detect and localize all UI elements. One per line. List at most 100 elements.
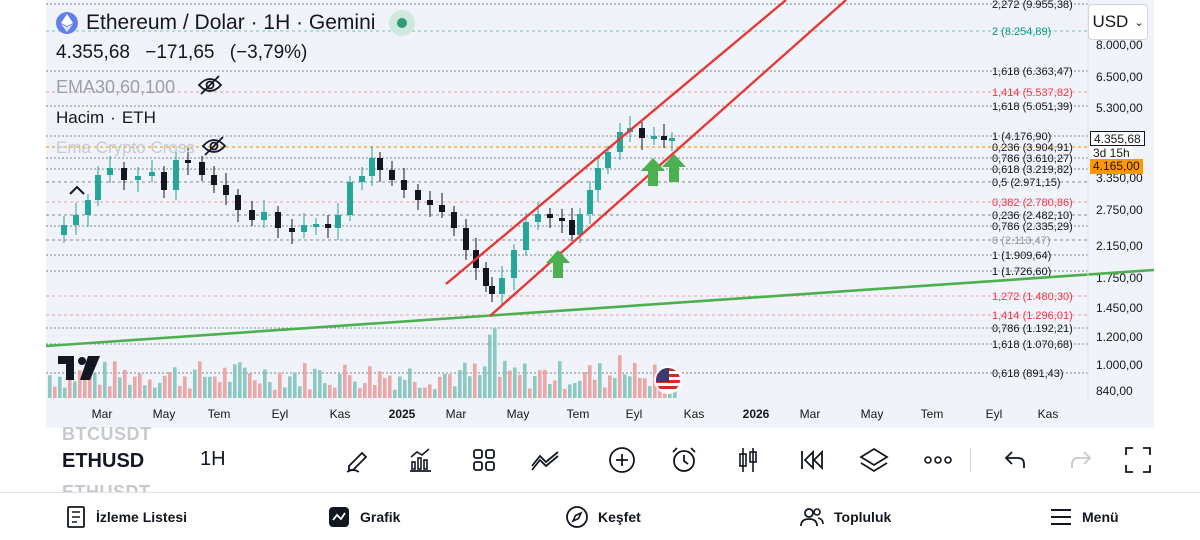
interval-selector[interactable]: 1H [200, 448, 226, 470]
eye-hidden-icon[interactable] [201, 135, 227, 161]
volume-bar [493, 327, 497, 398]
currency-label[interactable]: USD [1092, 12, 1129, 31]
eye-hidden-icon[interactable] [197, 74, 223, 100]
candle-body [389, 170, 395, 180]
candle-body [107, 168, 113, 175]
volume-bar [403, 379, 407, 398]
more-icon[interactable] [922, 444, 954, 476]
nav-community-label[interactable]: Topluluk [834, 509, 892, 525]
candles-icon[interactable] [732, 444, 764, 476]
time-axis-label: 2025 [389, 407, 416, 421]
candle-body [223, 185, 229, 195]
tradingview-logo-icon[interactable] [58, 356, 102, 385]
indicator-volume-label[interactable]: Hacim [56, 108, 105, 127]
volume-bar [108, 386, 112, 398]
nav-watchlist[interactable]: İzleme Listesi [66, 505, 187, 529]
volume-bar [328, 384, 332, 398]
price-axis-label: 1.450,00 [1096, 301, 1143, 315]
time-axis-label: Tem [208, 407, 231, 421]
symbol-title[interactable]: Ethereum / Dolar · 1H · Gemini [86, 11, 376, 34]
volume-bar [268, 381, 272, 398]
indicator-cross-row[interactable]: Ema Crypto Cross [56, 135, 415, 161]
fib-level-label: 0,786 (1.192,21) [992, 323, 1073, 335]
volume-bar [478, 375, 482, 398]
volume-bar [303, 363, 307, 398]
candle-body [149, 172, 155, 176]
up-arrow-marker [662, 154, 686, 182]
alarm-icon[interactable] [668, 444, 700, 476]
symbol-prev[interactable]: BTCUSDT [62, 424, 152, 444]
volume-bar [433, 389, 437, 398]
indicator-ema-label[interactable]: EMA30,60,100 [56, 76, 176, 97]
community-icon [800, 508, 824, 527]
time-axis-label: Mar [800, 407, 821, 421]
candle-body [587, 190, 593, 214]
fib-level-label: 0,786 (2.335,29) [992, 221, 1073, 233]
price-chart[interactable]: 2,272 (9.955,38) 2 (8.254,89) 1,618 (6.363… [46, 0, 1154, 428]
nav-chart[interactable]: Grafik [328, 505, 400, 529]
redo-icon[interactable] [1064, 444, 1096, 476]
volume-bar [603, 387, 607, 398]
draw-pencil-icon[interactable] [342, 444, 374, 476]
indicator-ema-row[interactable]: EMA30,60,100 [56, 72, 415, 102]
volume-bar [473, 363, 477, 398]
volume-bar [483, 366, 487, 398]
volume-bar [468, 376, 472, 398]
currency-selector[interactable]: USD ⌄ [1088, 4, 1148, 40]
market-status-icon[interactable] [389, 10, 416, 36]
nav-explore[interactable]: Keşfet [566, 505, 641, 529]
symbol-current[interactable]: ETHUSD [62, 450, 145, 472]
layers-icon[interactable] [858, 444, 890, 476]
volume-bar [283, 387, 287, 398]
hamburger-menu-icon [1051, 509, 1071, 525]
replay-icon[interactable] [796, 444, 828, 476]
undo-icon[interactable] [1000, 444, 1032, 476]
volume-bar [128, 384, 132, 398]
fullscreen-icon[interactable] [1122, 444, 1154, 476]
volume-bar [388, 375, 392, 398]
indicators-icon[interactable] [404, 444, 436, 476]
volume-bar [553, 380, 557, 398]
volume-bar [393, 389, 397, 398]
collapse-legend-icon[interactable] [68, 180, 86, 201]
volume-bar [278, 372, 282, 398]
candle-body [463, 228, 469, 250]
volume-bar [273, 389, 277, 398]
candle-body [377, 158, 383, 170]
time-axis-label: Kas [684, 407, 705, 421]
volume-bar [443, 373, 447, 398]
fib-level-label: 1 (4.176,90) [992, 131, 1051, 143]
indicator-cross-label[interactable]: Ema Crypto Cross [56, 138, 195, 157]
chevron-down-icon[interactable]: ⌄ [1134, 16, 1144, 29]
candle-body [489, 286, 495, 294]
nav-watchlist-label[interactable]: İzleme Listesi [96, 509, 188, 525]
layout-grid-icon[interactable] [468, 444, 500, 476]
watchlist-icon [67, 506, 85, 528]
indicator-volume-row[interactable]: Hacim · ETH [56, 108, 156, 127]
nav-menu[interactable]: Menü [1050, 505, 1119, 529]
chart-panel[interactable]: 2,272 (9.955,38) 2 (8.254,89) 1,618 (6.363… [46, 0, 1154, 428]
candle-body [535, 214, 541, 222]
volume-bar [113, 361, 117, 398]
fib-level-label: 2 (8.254,89) [992, 26, 1051, 38]
volume-bar [593, 379, 597, 398]
candle-body [313, 224, 319, 227]
price-change-percent: (−3,79%) [229, 42, 308, 63]
price-axis-label: 1.200,00 [1096, 330, 1143, 344]
ethereum-logo-icon [56, 12, 78, 34]
volume-bar [293, 372, 297, 398]
volume-bar [418, 387, 422, 398]
time-axis-label: Eyl [272, 407, 289, 421]
nav-menu-label[interactable]: Menü [1082, 509, 1119, 525]
nav-explore-label[interactable]: Keşfet [598, 509, 641, 525]
nav-chart-label[interactable]: Grafik [360, 509, 401, 525]
candle-body [347, 182, 353, 215]
time-axis-label: Tem [921, 407, 944, 421]
reference-price-tag: 4.165,00 [1090, 159, 1143, 174]
nav-community[interactable]: Topluluk [800, 505, 891, 529]
add-circle-icon[interactable] [606, 444, 638, 476]
us-flag-icon[interactable] [654, 366, 682, 394]
price-axis-label: 2.750,00 [1096, 203, 1143, 217]
trend-compare-icon[interactable] [530, 444, 562, 476]
fib-level-label: 1,414 (5.537,82) [992, 87, 1073, 99]
